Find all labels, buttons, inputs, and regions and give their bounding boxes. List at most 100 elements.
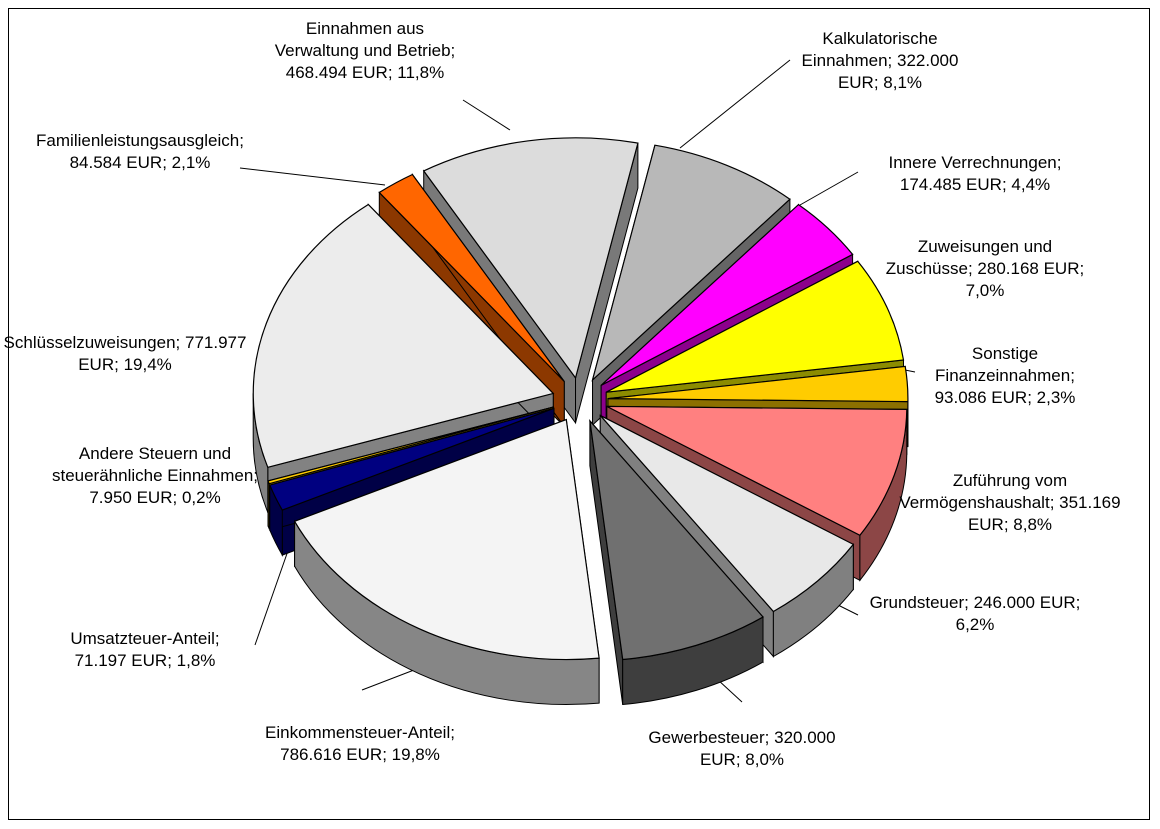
- category-name: Kalkulatorische Einnahmen: [801, 29, 938, 70]
- percent-label: 19,4%: [123, 355, 172, 374]
- slice: [252, 203, 555, 469]
- separator: ;: [1003, 515, 1014, 534]
- slice: [607, 365, 909, 403]
- value-label: 351.169 EUR: [967, 493, 1121, 534]
- separator: ;: [967, 259, 978, 278]
- pie: [252, 137, 909, 706]
- separator: ;: [735, 750, 746, 769]
- leader-line: [254, 544, 291, 646]
- category-name: Einkommensteuer-Anteil: [265, 723, 451, 742]
- percent-label: 1,8%: [176, 651, 216, 670]
- data-label: Sonstige Finanzeinnahmen; 93.086 EUR; 2,…: [923, 343, 1088, 409]
- percent-label: 11,8%: [397, 63, 445, 82]
- value-label: 771.977 EUR: [78, 333, 247, 374]
- percent-label: 4,4%: [1011, 175, 1051, 194]
- separator: ;: [1049, 493, 1060, 512]
- slice: [600, 203, 854, 386]
- separator: ;: [1070, 366, 1075, 385]
- data-label: Grundsteuer; 246.000 EUR; 6,2%: [858, 592, 1093, 636]
- percent-label: 6,2%: [955, 615, 995, 634]
- separator: ;: [172, 488, 182, 507]
- category-name: Zuführung vom Vermögenshaushalt: [899, 471, 1068, 512]
- value-label: 174.485 EUR: [899, 175, 1002, 194]
- separator: ;: [873, 73, 884, 92]
- value-label: 71.197 EUR: [74, 651, 168, 670]
- separator: ;: [253, 466, 259, 485]
- data-label: Kalkulatorische Einnahmen; 322.000 EUR; …: [795, 28, 965, 94]
- value-label: 468.494 EUR: [285, 63, 388, 82]
- slice: [605, 260, 905, 393]
- category-name: Sonstige Finanzeinnahmen: [935, 344, 1071, 385]
- separator: ;: [764, 728, 775, 747]
- slice: [591, 144, 791, 382]
- separator: ;: [964, 593, 974, 612]
- leader-line: [462, 99, 511, 131]
- percent-label: 0,2%: [181, 488, 221, 507]
- slice: [378, 173, 565, 382]
- separator: ;: [1079, 259, 1085, 278]
- slice: [267, 406, 554, 485]
- data-label: Einkommensteuer-Anteil; 786.616 EUR; 19,…: [260, 722, 460, 766]
- category-name: Familienleistungsausgleich: [36, 131, 240, 150]
- separator: ;: [1001, 175, 1012, 194]
- value-label: 280.168 EUR: [977, 259, 1080, 278]
- separator: ;: [387, 63, 398, 82]
- data-label: Zuweisungen und Zuschüsse; 280.168 EUR; …: [885, 236, 1085, 302]
- value-label: 320.000 EUR: [699, 728, 836, 769]
- leader-line: [239, 167, 386, 186]
- data-label: Innere Verrechnungen; 174.485 EUR; 4,4%: [860, 152, 1090, 196]
- separator: ;: [167, 651, 177, 670]
- slice: [589, 419, 764, 661]
- category-name: Innere Verrechnungen: [888, 153, 1057, 172]
- value-label: 93.086 EUR: [934, 388, 1028, 407]
- slice: [606, 405, 908, 537]
- category-name: Gewerbesteuer: [648, 728, 765, 747]
- percent-label: 8,1%: [883, 73, 923, 92]
- data-label: Einnahmen aus Verwaltung und Betrieb; 46…: [270, 18, 460, 84]
- percent-label: 19,8%: [391, 745, 440, 764]
- separator: ;: [450, 41, 456, 60]
- data-label: Umsatzteuer-Anteil; 71.197 EUR; 1,8%: [45, 628, 245, 672]
- value-label: 246.000 EUR: [973, 593, 1076, 612]
- percent-label: 8,0%: [745, 750, 785, 769]
- leader-line: [837, 604, 859, 616]
- category-name: Umsatzteuer-Anteil: [70, 629, 215, 648]
- separator: ;: [162, 153, 172, 172]
- category-name: Grundsteuer: [869, 593, 965, 612]
- data-label: Schlüsselzuweisungen; 771.977 EUR; 19,4%: [3, 332, 248, 376]
- percent-label: 8,8%: [1013, 515, 1053, 534]
- slice: [293, 418, 600, 661]
- separator: ;: [239, 131, 244, 150]
- separator: ;: [175, 333, 185, 352]
- leader-line: [679, 59, 791, 149]
- percent-label: 7,0%: [965, 281, 1005, 300]
- slice: [599, 414, 855, 613]
- separator: ;: [450, 723, 455, 742]
- data-label: Gewerbesteuer; 320.000 EUR; 8,0%: [632, 727, 852, 771]
- value-label: 322.000 EUR: [837, 51, 959, 92]
- data-label: Zuführung vom Vermögenshaushalt; 351.169…: [898, 470, 1123, 536]
- separator: ;: [214, 629, 220, 648]
- category-name: Schlüsselzuweisungen: [3, 333, 176, 352]
- separator: ;: [1075, 593, 1081, 612]
- category-name: Andere Steuern und steuerähnliche Einnah…: [51, 444, 254, 485]
- separator: ;: [887, 51, 897, 70]
- value-label: 84.584 EUR: [69, 153, 163, 172]
- slice: [422, 137, 639, 380]
- category-name: Zuweisungen und Zuschüsse: [885, 237, 1053, 278]
- separator: ;: [1027, 388, 1037, 407]
- slice: [268, 407, 555, 511]
- percent-label: 2,1%: [171, 153, 211, 172]
- value-label: 786.616 EUR: [280, 745, 383, 764]
- category-name: Einnahmen aus Verwaltung und Betrieb: [274, 19, 451, 60]
- separator: ;: [114, 355, 124, 374]
- slice-side: [267, 480, 270, 529]
- value-label: 7.950 EUR: [89, 488, 173, 507]
- separator: ;: [382, 745, 392, 764]
- percent-label: 2,3%: [1036, 388, 1076, 407]
- data-label: Familienleistungsausgleich; 84.584 EUR; …: [28, 130, 253, 174]
- data-label: Andere Steuern und steuerähnliche Einnah…: [50, 443, 260, 509]
- separator: ;: [1056, 153, 1062, 172]
